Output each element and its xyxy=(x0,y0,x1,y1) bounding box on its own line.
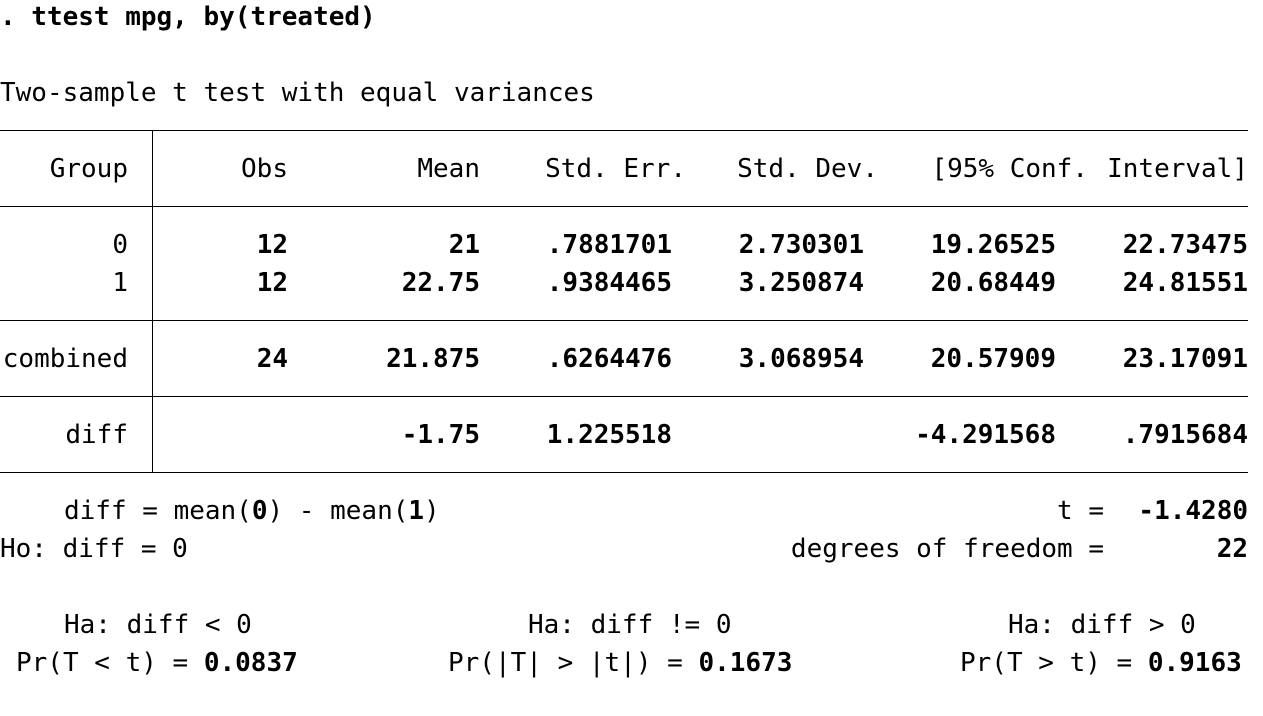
row-mean: 22.75 xyxy=(401,268,480,298)
row-ci-hi: 22.73475 xyxy=(1122,230,1248,260)
ha-not-equal: Ha: diff != 0 xyxy=(528,610,732,640)
table-bottom-rule xyxy=(0,472,1248,473)
diff-def-suffix: ) xyxy=(424,496,440,526)
row-group-label: 1 xyxy=(112,268,128,298)
header-std-dev: Std. Dev. xyxy=(737,154,878,184)
df-label: degrees of freedom = xyxy=(790,534,1104,564)
row-obs: 12 xyxy=(256,230,288,260)
ha-less: Ha: diff < 0 xyxy=(64,610,252,640)
pvalue-not-equal-value: 0.1673 xyxy=(698,648,793,678)
group-column-divider xyxy=(152,130,153,472)
row-std-err: .6264476 xyxy=(546,344,672,374)
header-std-err: Std. Err. xyxy=(545,154,686,184)
row-ci-lo: 20.57909 xyxy=(930,344,1056,374)
row-std-dev: 3.068954 xyxy=(738,344,864,374)
header-conf-hi: Interval] xyxy=(1107,154,1248,184)
row-std-err: 1.225518 xyxy=(546,420,672,450)
header-conf-lo: [95% Conf. xyxy=(931,154,1088,184)
row-ci-hi: 24.81551 xyxy=(1122,268,1248,298)
t-label: t = xyxy=(1057,496,1104,526)
groups-rule xyxy=(0,320,1248,321)
row-std-dev: 3.250874 xyxy=(738,268,864,298)
pvalue-less-value: 0.0837 xyxy=(203,648,298,678)
pvalue-greater-value: 0.9163 xyxy=(1147,648,1242,678)
row-std-err: .7881701 xyxy=(546,230,672,260)
row-ci-hi: .7915684 xyxy=(1122,420,1248,450)
diff-def-prefix: diff = mean( xyxy=(64,496,252,526)
test-title: Two-sample t test with equal variances xyxy=(0,78,595,108)
header-mean: Mean xyxy=(417,154,480,184)
row-group-label: 0 xyxy=(112,230,128,260)
pvalue-greater: Pr(T > t) = 0.9163 xyxy=(960,646,1242,680)
pvalue-not-equal: Pr(|T| > |t|) = 0.1673 xyxy=(448,646,792,680)
row-ci-lo: -4.291568 xyxy=(915,420,1056,450)
row-group-label: combined xyxy=(2,344,128,374)
t-value: -1.4280 xyxy=(1138,496,1248,526)
combined-rule xyxy=(0,396,1248,397)
row-obs: 24 xyxy=(256,344,288,374)
row-ci-lo: 19.26525 xyxy=(930,230,1056,260)
row-obs: 12 xyxy=(256,268,288,298)
pvalue-less: Pr(T < t) = 0.0837 xyxy=(16,646,298,680)
null-hypothesis: Ho: diff = 0 xyxy=(0,534,188,564)
row-mean: -1.75 xyxy=(401,420,480,450)
table-top-rule xyxy=(0,130,1248,131)
df-value: 22 xyxy=(1216,534,1248,564)
diff-def-group1: 1 xyxy=(408,496,425,526)
row-ci-hi: 23.17091 xyxy=(1122,344,1248,374)
diff-definition: diff = mean(0) - mean(1) xyxy=(64,494,440,528)
row-std-dev: 2.730301 xyxy=(738,230,864,260)
diff-def-group0: 0 xyxy=(251,496,268,526)
row-mean: 21 xyxy=(448,230,480,260)
header-rule xyxy=(0,206,1248,207)
row-mean: 21.875 xyxy=(386,344,480,374)
header-group: Group xyxy=(49,154,128,184)
row-std-err: .9384465 xyxy=(546,268,672,298)
pvalue-greater-label: Pr(T > t) = xyxy=(960,648,1133,678)
diff-def-mid: ) - mean( xyxy=(267,496,409,526)
header-obs: Obs xyxy=(241,154,288,184)
pvalue-less-label: Pr(T < t) = xyxy=(16,648,189,678)
row-group-label: diff xyxy=(65,420,128,450)
command-line: . ttest mpg, by(treated) xyxy=(0,2,376,32)
pvalue-not-equal-label: Pr(|T| > |t|) = xyxy=(448,648,683,678)
ha-greater: Ha: diff > 0 xyxy=(1008,610,1196,640)
row-ci-lo: 20.68449 xyxy=(930,268,1056,298)
